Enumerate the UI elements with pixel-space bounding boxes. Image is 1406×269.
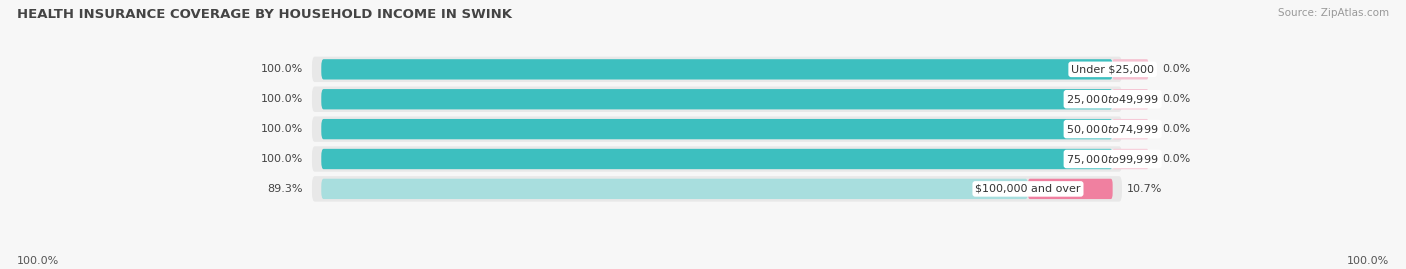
FancyBboxPatch shape — [322, 59, 1112, 80]
FancyBboxPatch shape — [312, 176, 1122, 201]
Text: $25,000 to $49,999: $25,000 to $49,999 — [1066, 93, 1159, 106]
Text: $75,000 to $99,999: $75,000 to $99,999 — [1066, 153, 1159, 165]
Text: 0.0%: 0.0% — [1163, 64, 1191, 74]
FancyBboxPatch shape — [1112, 59, 1149, 80]
FancyBboxPatch shape — [312, 116, 1122, 142]
Legend: With Coverage, Without Coverage: With Coverage, Without Coverage — [482, 266, 731, 269]
FancyBboxPatch shape — [322, 119, 1112, 139]
FancyBboxPatch shape — [312, 57, 1122, 82]
Text: 10.7%: 10.7% — [1126, 184, 1161, 194]
Text: Source: ZipAtlas.com: Source: ZipAtlas.com — [1278, 8, 1389, 18]
Text: 100.0%: 100.0% — [260, 94, 302, 104]
Text: 0.0%: 0.0% — [1163, 154, 1191, 164]
FancyBboxPatch shape — [1028, 179, 1112, 199]
Text: $50,000 to $74,999: $50,000 to $74,999 — [1066, 123, 1159, 136]
FancyBboxPatch shape — [1112, 149, 1149, 169]
Text: HEALTH INSURANCE COVERAGE BY HOUSEHOLD INCOME IN SWINK: HEALTH INSURANCE COVERAGE BY HOUSEHOLD I… — [17, 8, 512, 21]
Text: 100.0%: 100.0% — [260, 124, 302, 134]
FancyBboxPatch shape — [1112, 89, 1149, 109]
Text: $100,000 and over: $100,000 and over — [976, 184, 1081, 194]
Text: Under $25,000: Under $25,000 — [1071, 64, 1154, 74]
Text: 100.0%: 100.0% — [17, 256, 59, 266]
FancyBboxPatch shape — [322, 179, 1028, 199]
Text: 100.0%: 100.0% — [1347, 256, 1389, 266]
FancyBboxPatch shape — [312, 87, 1122, 112]
Text: 0.0%: 0.0% — [1163, 124, 1191, 134]
Text: 89.3%: 89.3% — [267, 184, 302, 194]
Text: 100.0%: 100.0% — [260, 154, 302, 164]
FancyBboxPatch shape — [312, 146, 1122, 172]
Text: 100.0%: 100.0% — [260, 64, 302, 74]
FancyBboxPatch shape — [322, 149, 1112, 169]
FancyBboxPatch shape — [1112, 119, 1149, 139]
Text: 0.0%: 0.0% — [1163, 94, 1191, 104]
FancyBboxPatch shape — [322, 89, 1112, 109]
